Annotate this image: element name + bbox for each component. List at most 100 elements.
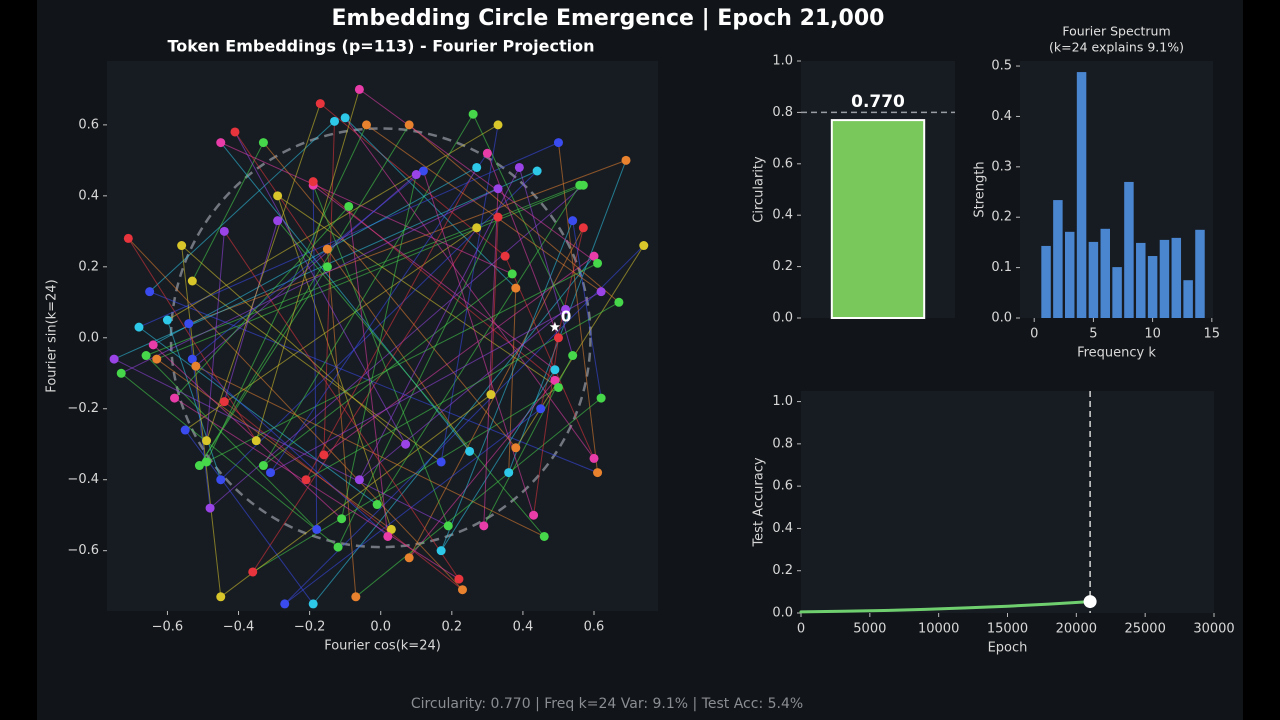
connection [174, 397, 460, 580]
current-point [1083, 595, 1097, 609]
y-tick-label: −0.4 [67, 472, 99, 487]
connection [440, 220, 574, 551]
bar [1112, 267, 1122, 318]
point [500, 251, 510, 261]
connection [138, 142, 559, 328]
point [436, 546, 446, 556]
y-tick-label: 0.4 [772, 521, 793, 536]
point [372, 500, 382, 510]
y-tick-label: 1.0 [772, 394, 793, 409]
x-tick-label: 0.0 [370, 620, 391, 635]
x-tick-label: 15000 [987, 622, 1028, 637]
connection [344, 117, 517, 289]
plot-area [107, 61, 658, 611]
x-tick-label: 15 [1204, 327, 1221, 342]
point [351, 592, 361, 602]
y-tick-label: 0.5 [991, 59, 1012, 74]
point [273, 216, 283, 226]
connection [206, 124, 367, 463]
connection [337, 216, 499, 548]
connection [355, 397, 602, 598]
footer: Circularity: 0.770 | Freq k=24 Var: 9.1%… [411, 696, 803, 712]
connection [262, 113, 474, 466]
point [550, 365, 560, 375]
y-tick-label: 0.0 [78, 330, 99, 345]
point [504, 468, 514, 478]
y-tick-label: −0.2 [67, 401, 99, 416]
point [578, 180, 588, 190]
connection [234, 131, 407, 445]
point [251, 436, 261, 446]
connection [206, 262, 598, 463]
bar [1136, 242, 1146, 318]
connection [326, 249, 357, 597]
point [308, 177, 318, 187]
point [248, 567, 258, 577]
point [180, 425, 190, 435]
connection [490, 217, 499, 395]
connection [326, 248, 471, 452]
point [162, 315, 172, 325]
connection [366, 124, 602, 293]
point [639, 241, 649, 251]
point [184, 319, 194, 329]
point [170, 393, 180, 403]
point [177, 241, 187, 251]
point [568, 351, 578, 361]
point [553, 333, 563, 343]
point [507, 269, 517, 279]
y-tick-label: 0.4 [78, 188, 99, 203]
connection [252, 387, 559, 573]
connection [192, 280, 442, 463]
point [141, 351, 151, 361]
x-axis-label: Epoch [988, 641, 1028, 656]
point [593, 258, 603, 268]
point [344, 201, 354, 211]
point [486, 390, 496, 400]
point [216, 475, 226, 485]
bar [1195, 229, 1205, 318]
point [532, 166, 542, 176]
value-label: 0.770 [851, 92, 905, 112]
x-tick-label: 0.4 [513, 620, 534, 635]
y-tick-label: 0.0 [991, 311, 1012, 326]
connection [344, 117, 595, 459]
x-tick-label: 10000 [918, 622, 959, 637]
connection [277, 195, 392, 530]
point [561, 304, 571, 314]
x-axis-label: Frequency k [1077, 346, 1156, 361]
connection [220, 142, 513, 275]
connection [152, 344, 342, 520]
point [589, 453, 599, 463]
point [511, 443, 521, 453]
y-tick-label: 0.1 [991, 260, 1012, 275]
point [568, 216, 578, 226]
point [308, 599, 318, 609]
y-tick-label: 0.6 [772, 156, 793, 171]
point [145, 287, 155, 297]
point [280, 599, 290, 609]
point [404, 553, 414, 563]
point [273, 191, 283, 201]
y-tick-label: 0.6 [78, 117, 99, 132]
connection [341, 174, 417, 519]
connection [191, 358, 389, 537]
connection [504, 255, 595, 459]
y-tick-label: 0.0 [772, 311, 793, 326]
x-tick-label: 5000 [853, 622, 886, 637]
point [194, 461, 204, 471]
connection [195, 365, 545, 537]
point [109, 354, 119, 364]
connection [508, 160, 627, 473]
point [330, 116, 340, 126]
point [443, 521, 453, 531]
bar [1053, 200, 1063, 318]
connection [188, 159, 627, 325]
point [578, 223, 588, 233]
bar [1171, 237, 1182, 318]
chart-subtitle: (k=24 explains 9.1%) [1049, 40, 1184, 55]
connection [127, 238, 257, 441]
start-label: 0 [561, 308, 571, 326]
point [230, 127, 240, 137]
